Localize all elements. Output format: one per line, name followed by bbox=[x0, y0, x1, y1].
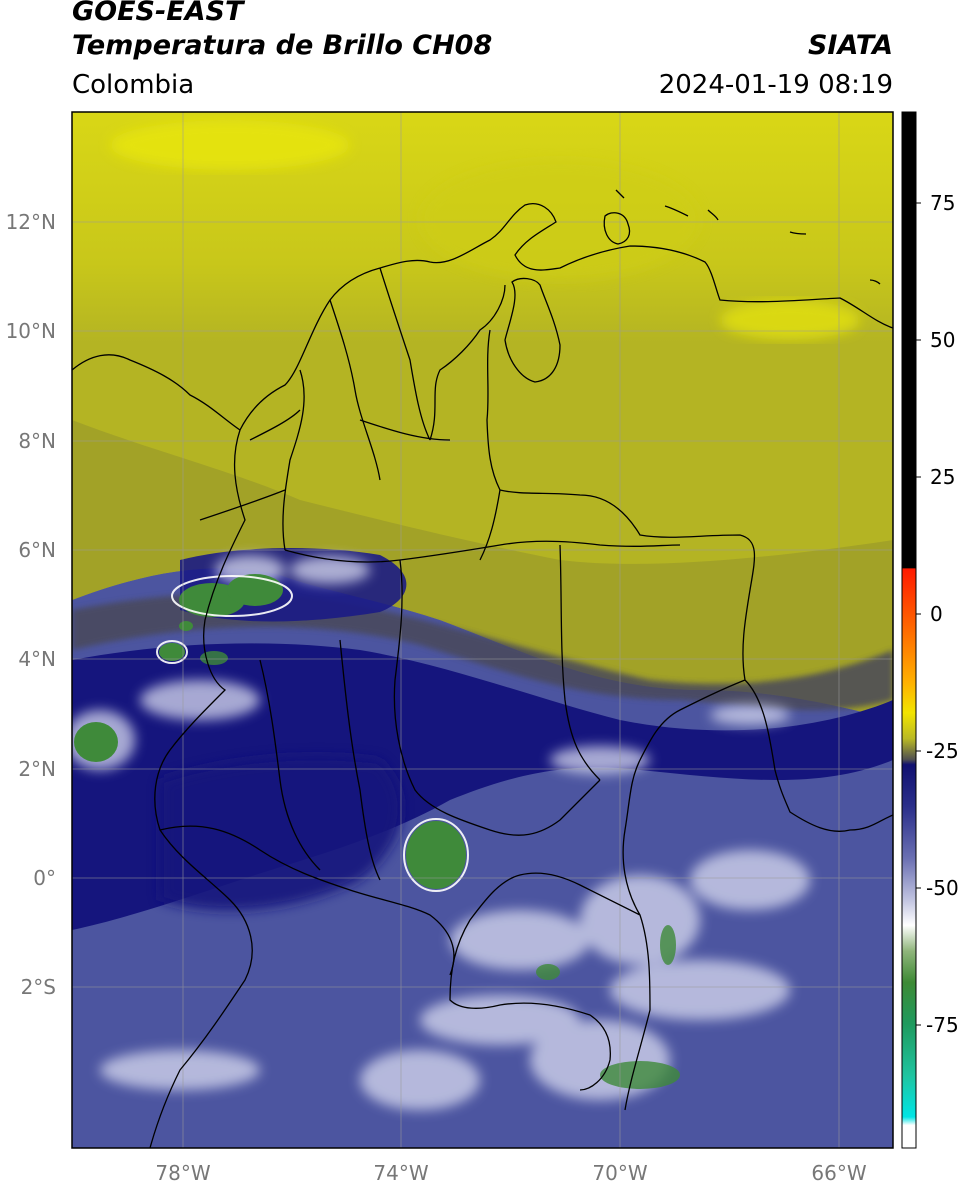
colorbar-tick: 50 bbox=[930, 328, 955, 352]
brightness-temperature-field bbox=[72, 112, 893, 1148]
datetime-label: 2024-01-19 08:19 bbox=[658, 70, 893, 100]
lon-label: 70°W bbox=[592, 1161, 647, 1185]
lat-label: 2°S bbox=[21, 975, 56, 999]
colorbar-tick: -75 bbox=[926, 1013, 959, 1037]
lon-label: 78°W bbox=[155, 1161, 210, 1185]
lat-label: 10°N bbox=[6, 319, 56, 343]
latitude-labels: 12°N 10°N 8°N 6°N 4°N 2°N 0° 2°S bbox=[6, 210, 56, 999]
colorbar-tick: -25 bbox=[926, 739, 959, 763]
colorbar-tick: 75 bbox=[930, 191, 955, 215]
colorbar-tick: -50 bbox=[926, 876, 959, 900]
lat-label: 6°N bbox=[18, 538, 56, 562]
colorbar-tick: 0 bbox=[930, 602, 943, 626]
borders bbox=[72, 189, 893, 1148]
map-frame bbox=[71, 111, 894, 1149]
lat-label: 0° bbox=[33, 866, 56, 890]
lon-label: 66°W bbox=[811, 1161, 866, 1185]
lat-label: 2°N bbox=[18, 757, 56, 781]
product-title: Temperatura de Brillo CH08 bbox=[72, 30, 493, 61]
colorbar-tick: 25 bbox=[930, 465, 955, 489]
source-label: SIATA bbox=[807, 30, 893, 61]
longitude-labels: 78°W 74°W 70°W 66°W bbox=[155, 1161, 866, 1185]
graticule bbox=[72, 112, 893, 1148]
lat-label: 12°N bbox=[6, 210, 56, 234]
lon-label: 74°W bbox=[373, 1161, 428, 1185]
lat-label: 4°N bbox=[18, 647, 56, 671]
colorbar: 75 50 25 0 -25 -50 -75 bbox=[901, 111, 959, 1149]
satellite-title: GOES-EAST bbox=[72, 0, 244, 27]
colorbar-scale bbox=[901, 111, 917, 1149]
region-label: Colombia bbox=[72, 70, 195, 100]
lat-label: 8°N bbox=[18, 429, 56, 453]
